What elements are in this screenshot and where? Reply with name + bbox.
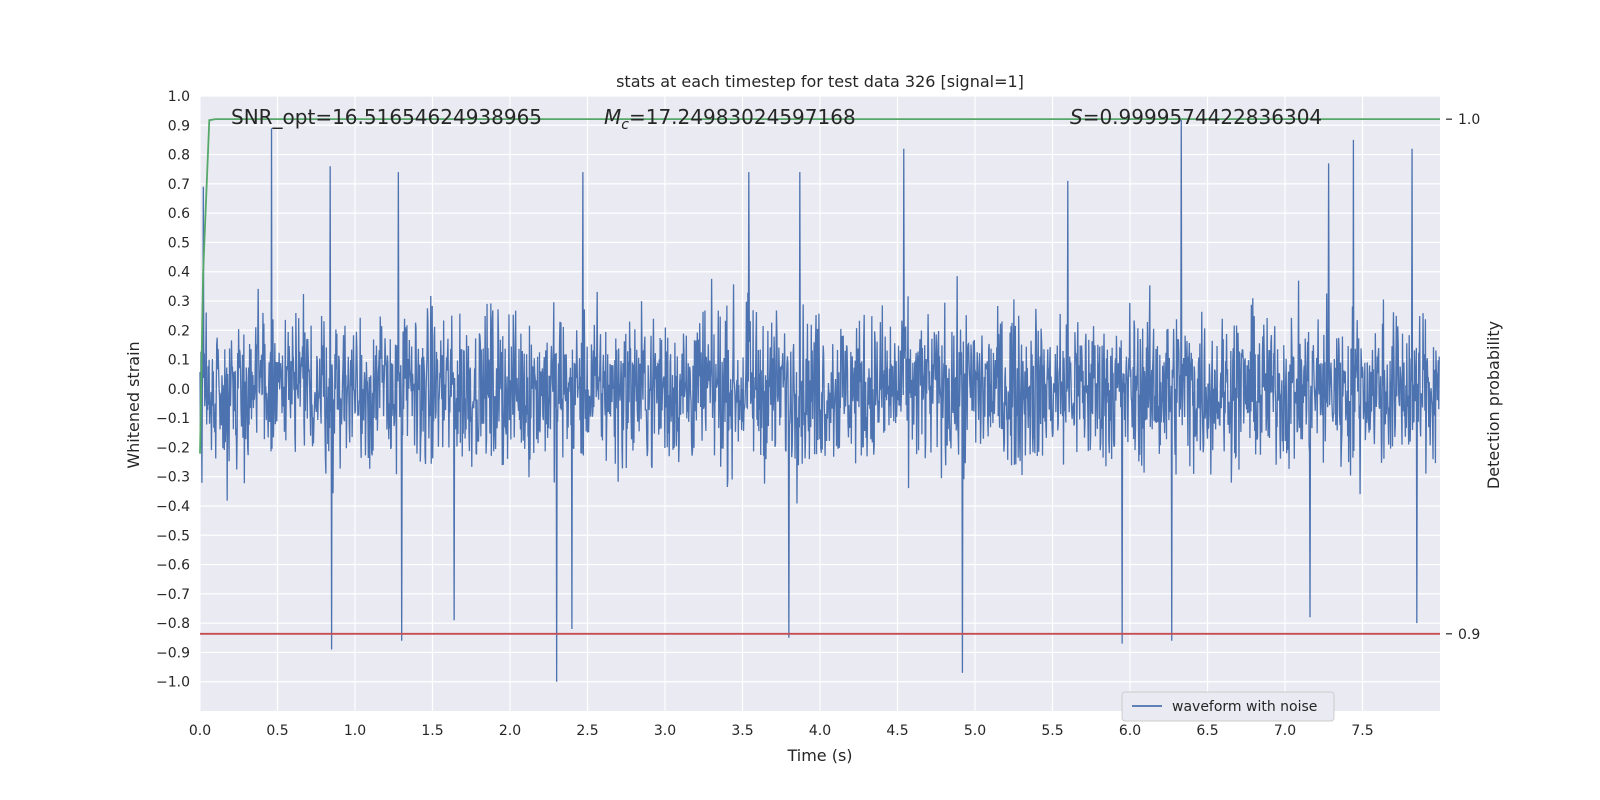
x-tick-label: 4.5 [886,723,908,739]
series-waveform-with-noise [199,119,1440,682]
probability-line [199,118,1440,454]
series-detection-probability [199,118,1440,635]
y-tick-label: −0.4 [156,499,190,515]
y-tick-label: 0.8 [168,148,190,164]
mc-annotation: Mc=17.24983024597168 [604,105,856,133]
y-tick-label: −0.8 [156,616,190,632]
x-axis-label: Time (s) [786,746,852,765]
x-tick-label: 1.0 [344,723,366,739]
x-tick-label: 1.5 [421,723,443,739]
y-tick-label: −0.7 [156,587,190,603]
x-tick-label: 0.0 [189,723,211,739]
x-tick-label: 2.0 [499,723,521,739]
y-tick-label: −0.2 [156,440,190,456]
y-tick-label: 0.9 [168,118,190,134]
waveform-line [199,119,1440,682]
x-tick-label: 5.5 [1041,723,1063,739]
y-tick-label: −1.0 [156,675,190,691]
y-tick-label: 0.0 [168,382,190,398]
x-tick-label: 4.0 [809,723,831,739]
y-tick-label: 0.7 [168,177,190,193]
chart-title: stats at each timestep for test data 326… [616,72,1024,91]
s-annotation: S=0.9999574422836304 [1070,105,1322,129]
y-tick-label: 0.6 [168,206,190,222]
x-tick-label: 0.5 [266,723,288,739]
legend-box [1121,691,1335,722]
x-tick-label: 7.0 [1274,723,1296,739]
x-tick-label: 3.0 [654,723,676,739]
x-tick-label: 3.5 [731,723,753,739]
x-tick-label: 6.5 [1196,723,1218,739]
y-tick-label: 0.1 [168,353,190,369]
y-tick-label: 0.2 [168,323,190,339]
y-tick-label: 0.5 [168,235,190,251]
y-right-tick-label: 1.0 [1458,112,1480,128]
snr-annotation: SNR_opt=16.51654624938965 [231,105,542,129]
ticks: 0.0 0.5 1.0 1.5 2.0 2.5 3.0 3.5 4.0 4.5 5.0 5.5 6.0 6… [156,89,1480,739]
y-tick-label: −0.1 [156,411,190,427]
x-tick-label: 6.0 [1119,723,1141,739]
y-tick-label: −0.9 [156,645,190,661]
x-tick-label: 5.0 [964,723,986,739]
y-tick-label: 1.0 [168,89,190,105]
y-tick-label: 0.4 [168,265,190,281]
y-axis-label-right: Detection probability [1484,321,1503,489]
legend: waveform with noise [1121,691,1335,722]
y-axis-label: Whitened strain [124,341,143,468]
y-tick-label: −0.6 [156,558,190,574]
x-tick-label: 7.5 [1351,723,1373,739]
legend-label-waveform: waveform with noise [1172,699,1317,715]
y-right-tick-label: 0.9 [1458,627,1480,643]
x-tick-label: 2.5 [576,723,598,739]
y-tick-label: −0.3 [156,470,190,486]
y-tick-label: 0.3 [168,294,190,310]
y-tick-label: −0.5 [156,528,190,544]
